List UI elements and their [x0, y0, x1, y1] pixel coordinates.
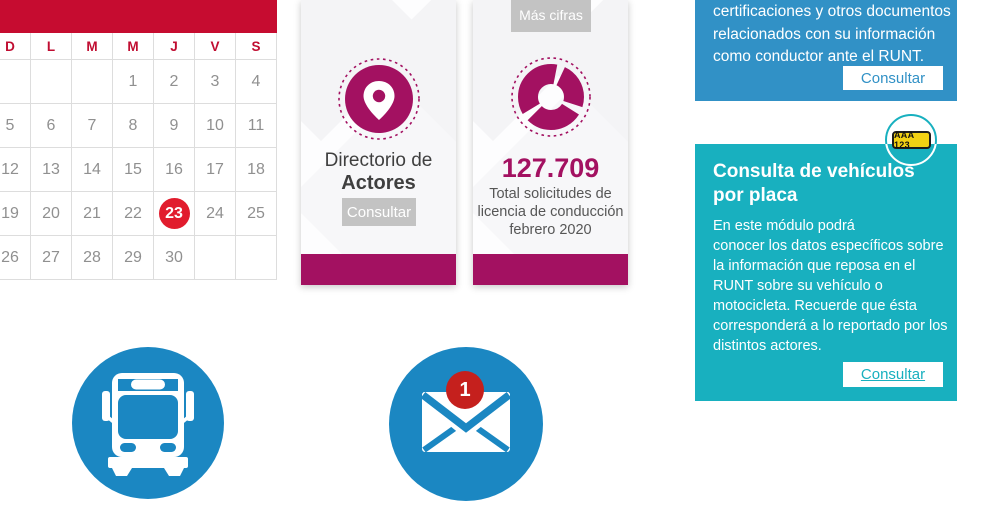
calendar-day-cell[interactable]: 10 — [195, 104, 236, 148]
calendar-day-of-week: M — [72, 33, 113, 60]
card-directorio-de-actores: Directorio de Actores Consultar — [301, 0, 456, 285]
vehiculos-title-line: por placa — [713, 185, 798, 206]
calendar-day-cell — [31, 60, 72, 104]
calendar-day-cell — [72, 60, 113, 104]
consultar-vehiculos-button[interactable]: Consultar — [843, 362, 943, 387]
vehiculos-body-line: distintos actores. — [713, 338, 822, 354]
calendar-day-cell[interactable]: 29 — [113, 236, 154, 280]
calendar-day-of-week: L — [31, 33, 72, 60]
calendar-day-of-week: V — [195, 33, 236, 60]
calendar-day-cell[interactable]: 3 — [195, 60, 236, 104]
calendar-day-cell[interactable]: 15 — [113, 148, 154, 192]
cifras-caption-line: febrero 2020 — [509, 222, 592, 238]
calendar-day-cell — [0, 60, 31, 104]
vehiculos-body-line: la información que reposa en el — [713, 258, 916, 274]
calendar-day-of-week: M — [113, 33, 154, 60]
calendar-day-cell — [236, 236, 277, 280]
calendar-day-of-week: D — [0, 33, 31, 60]
calendar-day-cell[interactable]: 20 — [31, 192, 72, 236]
vehiculos-title-line: Consulta de vehículos — [713, 161, 915, 182]
calendar-day-cell[interactable]: 30 — [154, 236, 195, 280]
consultar-directorio-button[interactable]: Consultar — [342, 198, 416, 226]
calendar-day-cell[interactable]: 24 — [195, 192, 236, 236]
calendar-day-cell[interactable]: 16 — [154, 148, 195, 192]
calendar-day-cell[interactable]: 25 — [236, 192, 277, 236]
vehiculos-body-line: motocicleta. Recuerde que ésta — [713, 298, 917, 314]
calendar-header-bar — [0, 0, 277, 33]
calendar-day-cell[interactable]: 8 — [113, 104, 154, 148]
calendar-day-cell[interactable]: 23 — [154, 192, 195, 236]
calendar-day-of-week: J — [154, 33, 195, 60]
card-title-line: Directorio de — [324, 150, 433, 171]
calendar-day-cell[interactable]: 7 — [72, 104, 113, 148]
calendar-day-cell[interactable]: 1 — [113, 60, 154, 104]
calendar-day-cell[interactable]: 17 — [195, 148, 236, 192]
calendar-day-cell[interactable]: 9 — [154, 104, 195, 148]
card-accent-bar — [301, 254, 456, 285]
calendar-day-cell[interactable]: 28 — [72, 236, 113, 280]
card-accent-bar — [473, 254, 628, 285]
vehiculos-panel-title: Consulta de vehículos por placa — [713, 160, 915, 208]
envelope-icon — [422, 392, 510, 452]
calendar-day-cell[interactable]: 14 — [72, 148, 113, 192]
vehiculos-body-line: corresponderá a lo reportado por los — [713, 318, 948, 334]
bus-shortcut-button[interactable] — [72, 347, 224, 499]
calendar-day-cell[interactable]: 22 — [113, 192, 154, 236]
total-solicitudes-value: 127.709 — [501, 153, 600, 183]
calendar-day-of-week: S — [236, 33, 277, 60]
vehiculos-body-line: En este módulo podrá — [713, 218, 855, 234]
calendar-day-cell[interactable]: 26 — [0, 236, 31, 280]
vehiculos-body-line: conocer los datos específicos sobre — [713, 238, 944, 254]
cifras-caption-line: licencia de conducción — [477, 204, 624, 220]
vehiculos-panel-body: En este módulo podrá conocer los datos e… — [713, 216, 948, 356]
calendar-day-cell[interactable]: 12 — [0, 148, 31, 192]
calendar-day-cell[interactable]: 21 — [72, 192, 113, 236]
calendar-day-cell[interactable]: 27 — [31, 236, 72, 280]
license-plate-icon: AAA 123 — [892, 130, 931, 150]
bus-icon — [102, 373, 194, 476]
calendar-day-cell[interactable]: 19 — [0, 192, 31, 236]
calendar-day-cell[interactable]: 6 — [31, 104, 72, 148]
notification-badge: 1 — [446, 371, 484, 409]
panel-consulta-conductor: certificaciones y otros documentos relac… — [695, 0, 957, 101]
consultar-vehiculos-label: Consultar — [860, 366, 926, 383]
calendar-day-cell[interactable]: 5 — [0, 104, 31, 148]
card-cifras: Más cifras 127.709 Total solicitudes de … — [473, 0, 628, 285]
mail-shortcut-button[interactable]: 1 — [389, 347, 543, 501]
conductor-text-line: relacionados con su información — [713, 25, 936, 43]
mas-cifras-button[interactable]: Más cifras — [511, 0, 591, 32]
conductor-panel-text: certificaciones y otros documentos relac… — [713, 1, 951, 69]
panel-consulta-vehiculos: Consulta de vehículos por placa En este … — [695, 144, 957, 401]
calendar-day-cell[interactable]: 11 — [236, 104, 277, 148]
calendar-day-cell — [195, 236, 236, 280]
calendar-day-cell[interactable]: 13 — [31, 148, 72, 192]
calendar-day-cell[interactable]: 4 — [236, 60, 277, 104]
card-title-line: Actores — [341, 172, 416, 194]
location-pin-icon — [337, 58, 420, 140]
conductor-text-line: como conductor ante el RUNT. — [713, 48, 925, 65]
conductor-text-line: certificaciones y otros documentos — [713, 3, 951, 20]
consultar-conductor-button[interactable]: Consultar — [843, 66, 943, 90]
donut-chart-icon — [510, 57, 591, 137]
vehiculos-body-line: RUNT sobre su vehículo o — [713, 278, 883, 294]
calendar-grid: D L M M J V S 1 2 3 4 5 6 7 8 9 10 11 12 13 14 15 16 17 18 19 20 21… — [0, 33, 277, 280]
cifras-caption-line: Total solicitudes de — [489, 186, 612, 202]
calendar-day-cell[interactable]: 2 — [154, 60, 195, 104]
calendar-day-cell[interactable]: 18 — [236, 148, 277, 192]
